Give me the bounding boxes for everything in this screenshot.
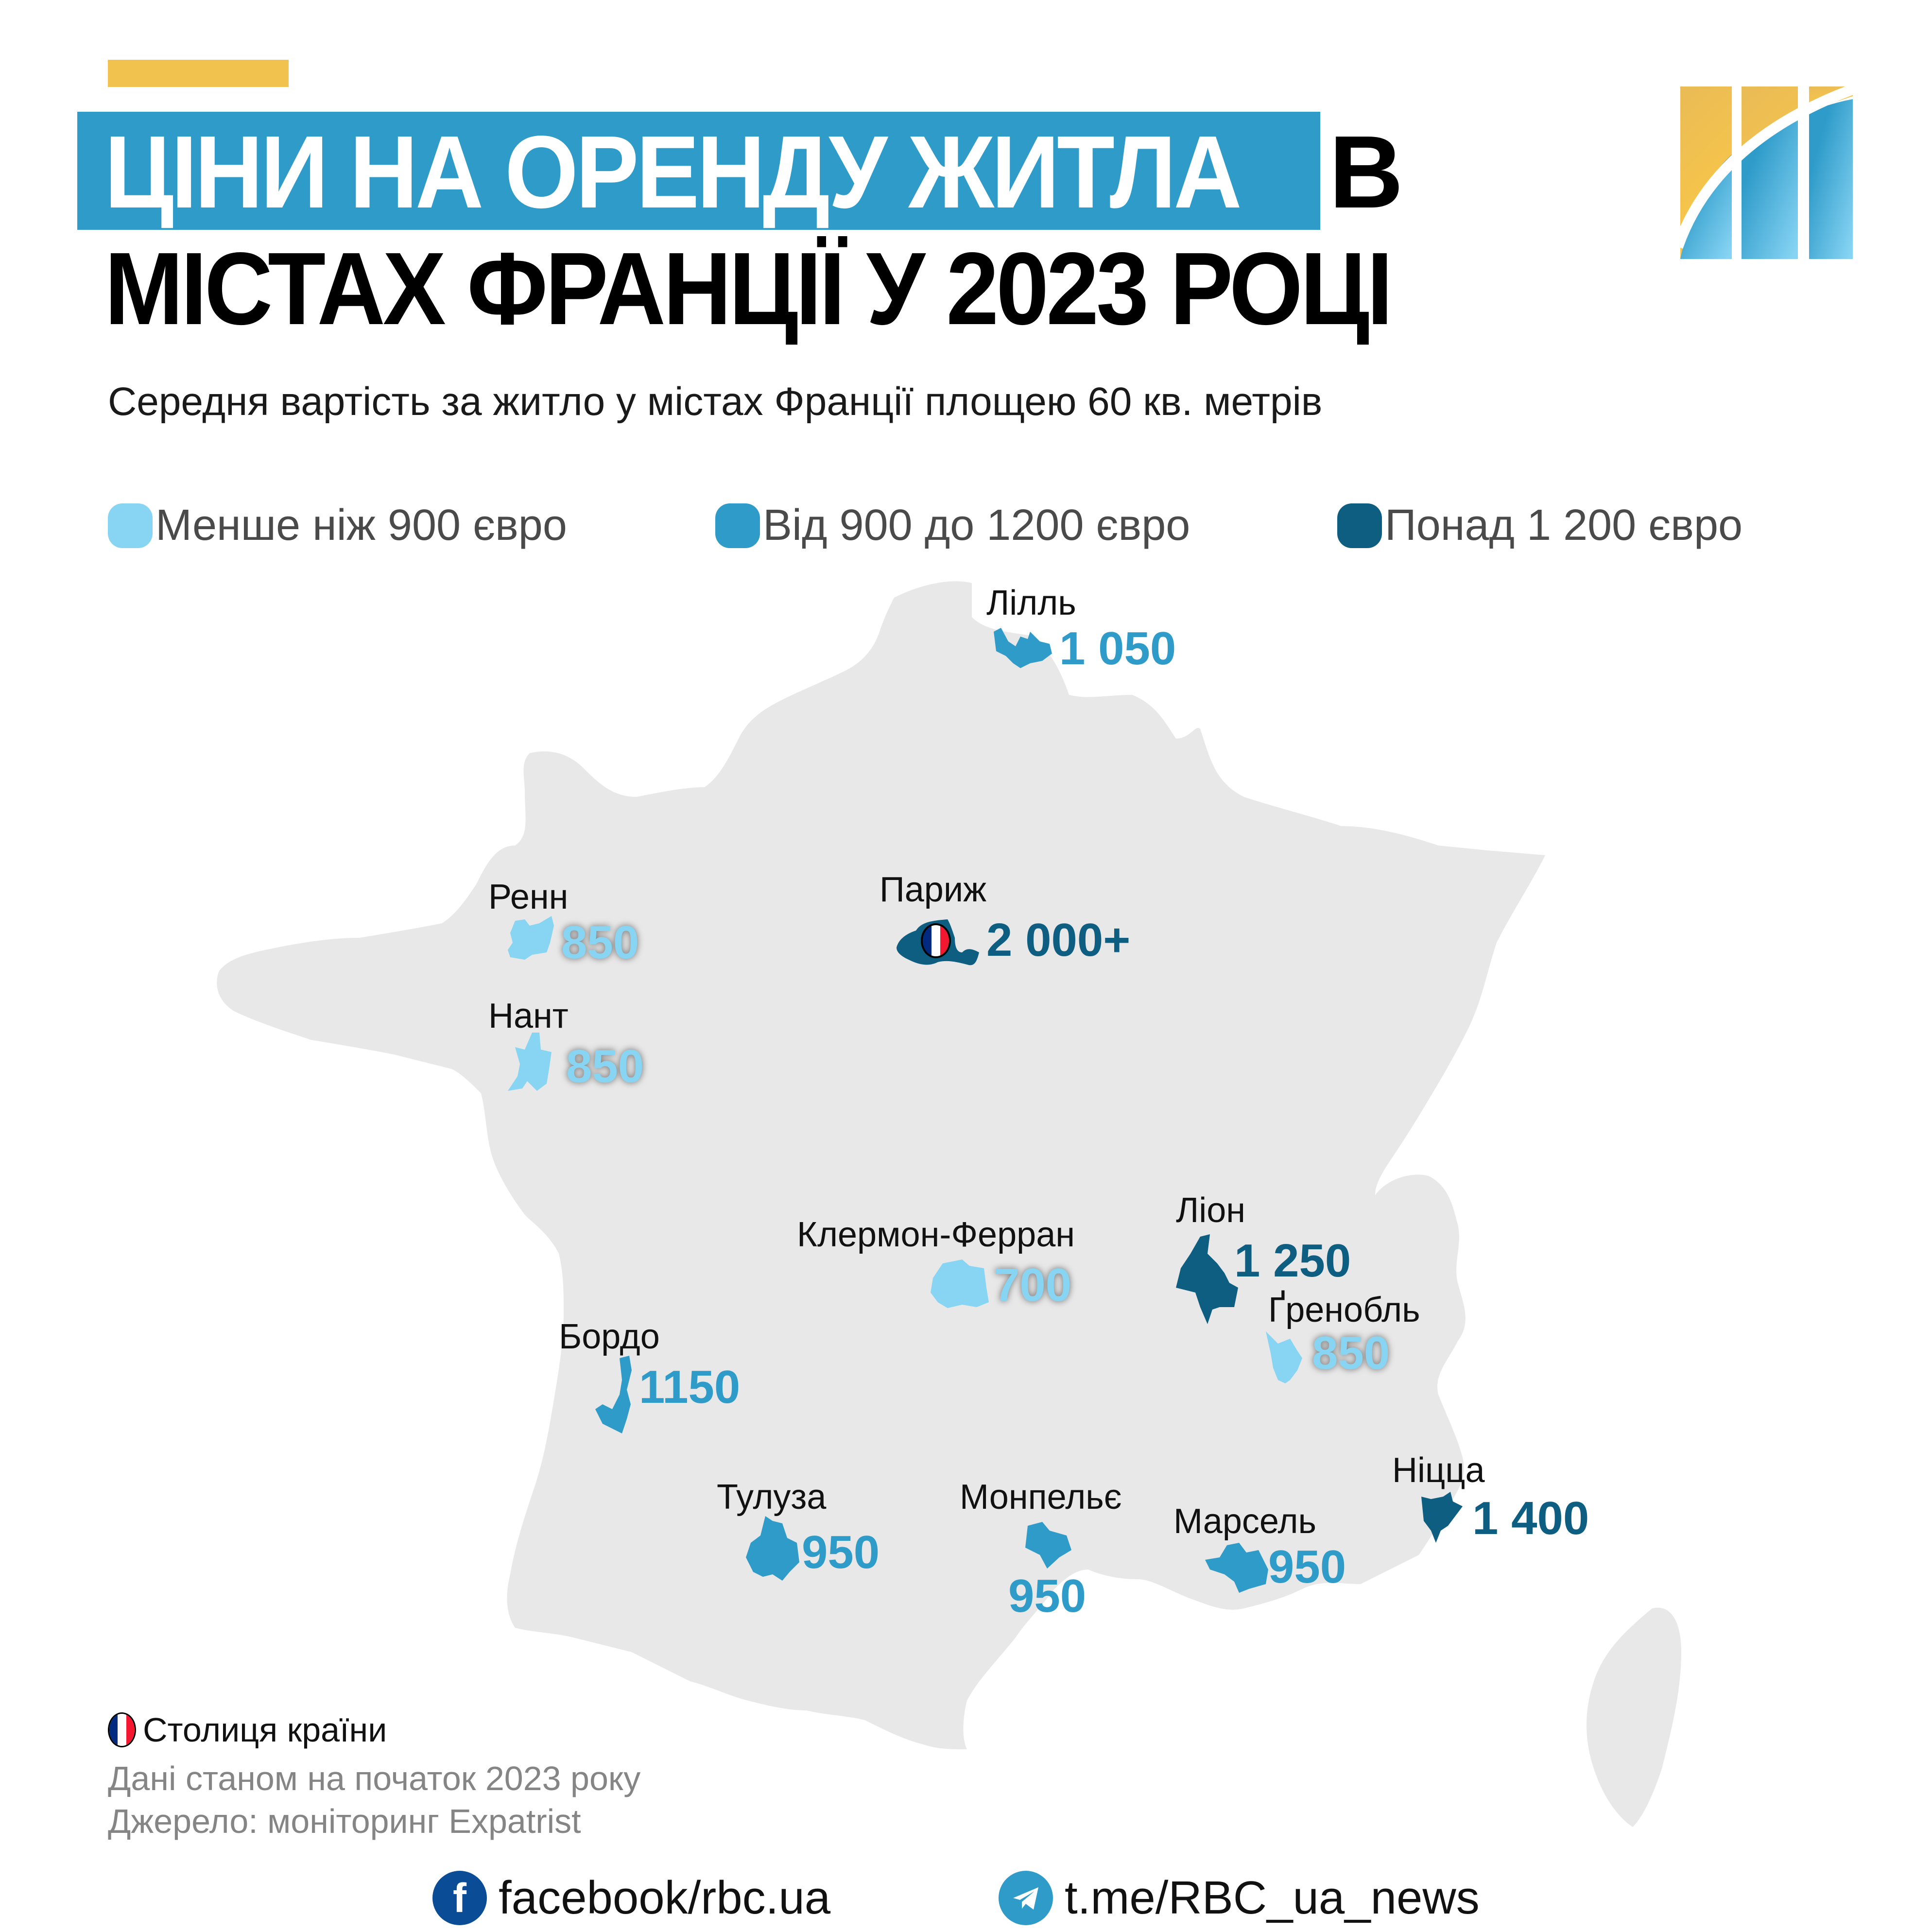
legend-swatch-mid: [715, 503, 760, 548]
grenoble-area-icon: [1266, 1331, 1302, 1383]
legend-label-low: Менше ніж 900 євро: [155, 501, 567, 550]
city-value-rennes: 850: [561, 916, 639, 968]
city-value-grenoble: 850: [1312, 1327, 1390, 1379]
lille-area-icon: [994, 628, 1052, 668]
city-value-toulouse: 950: [802, 1526, 880, 1578]
france-flag-icon: [921, 923, 951, 958]
city-name-montpellier: Монпельє: [960, 1478, 1122, 1517]
subtitle: Середня вартість за житло у містах Франц…: [108, 380, 1323, 424]
telegram-handle: t.me/RBC_ua_news: [1065, 1872, 1480, 1924]
city-value-lyon: 1 250: [1234, 1235, 1351, 1287]
rennes-area-icon: [508, 916, 554, 960]
facebook-link[interactable]: f facebook/rbc.ua: [432, 1871, 830, 1925]
legend-item-low: Менше ніж 900 євро: [108, 500, 567, 551]
telegram-icon: [999, 1871, 1053, 1925]
clermont-ferrand-area-icon: [931, 1259, 989, 1308]
city-name-lille: Лілль: [986, 584, 1076, 622]
france-flag-icon: [108, 1712, 136, 1747]
page-title-highlight: ЦІНИ НА ОРЕНДУ ЖИТЛА: [104, 114, 1242, 229]
date-note: Дані станом на початок 2023 року: [108, 1760, 641, 1797]
capital-legend: Столиця країни: [108, 1710, 387, 1749]
city-name-marseille: Марсель: [1173, 1502, 1317, 1541]
city-name-clermont-ferrand: Клермон-Ферран: [797, 1215, 1075, 1254]
nantes-area-icon: [508, 1033, 552, 1091]
capital-label: Столиця країни: [143, 1711, 387, 1749]
city-name-grenoble: Ґренобль: [1268, 1291, 1420, 1329]
city-value-clermont-ferrand: 700: [994, 1259, 1072, 1311]
toulouse-area-icon: [746, 1516, 799, 1581]
page-title-tail: В: [1329, 114, 1404, 229]
city-value-nantes: 850: [566, 1040, 644, 1092]
city-value-nice: 1 400: [1472, 1492, 1589, 1544]
city-name-lyon: Ліон: [1176, 1191, 1246, 1230]
city-name-toulouse: Тулуза: [717, 1478, 827, 1517]
city-value-marseille: 950: [1268, 1541, 1346, 1593]
city-value-paris: 2 000+: [986, 914, 1131, 966]
source-note: Джерело: моніторинг Expatrist: [108, 1802, 581, 1840]
nice-area-icon: [1421, 1492, 1463, 1543]
legend-item-high: Понад 1 200 євро: [1337, 500, 1742, 551]
legend-label-high: Понад 1 200 євро: [1385, 501, 1743, 550]
page-title-line2: МІСТАХ ФРАНЦІЇ У 2023 РОЦІ: [104, 231, 1393, 346]
city-value-bordeaux: 1150: [639, 1361, 741, 1413]
legend-item-mid: Від 900 до 1200 євро: [715, 500, 1190, 551]
lyon-area-icon: [1176, 1234, 1238, 1324]
title-highlight-box: [77, 112, 1320, 230]
facebook-handle: facebook/rbc.ua: [499, 1872, 831, 1924]
telegram-link[interactable]: t.me/RBC_ua_news: [999, 1871, 1480, 1925]
legend-swatch-low: [108, 503, 153, 548]
rbc-logo-icon: [1680, 86, 1860, 259]
city-name-rennes: Ренн: [488, 878, 569, 916]
city-name-bordeaux: Бордо: [559, 1317, 660, 1356]
accent-bar: [108, 60, 289, 87]
city-value-lille: 1 050: [1059, 622, 1176, 674]
marseille-area-icon: [1205, 1543, 1268, 1593]
city-name-paris: Париж: [880, 870, 987, 909]
bordeaux-area-icon: [595, 1356, 632, 1433]
montpellier-area-icon: [1025, 1522, 1071, 1569]
city-name-nantes: Нант: [488, 997, 569, 1035]
city-name-nice: Ніцца: [1392, 1451, 1485, 1490]
facebook-icon: f: [432, 1871, 487, 1925]
city-value-montpellier: 950: [1008, 1570, 1087, 1622]
legend-label-mid: Від 900 до 1200 євро: [763, 501, 1190, 550]
legend-swatch-high: [1337, 503, 1382, 548]
